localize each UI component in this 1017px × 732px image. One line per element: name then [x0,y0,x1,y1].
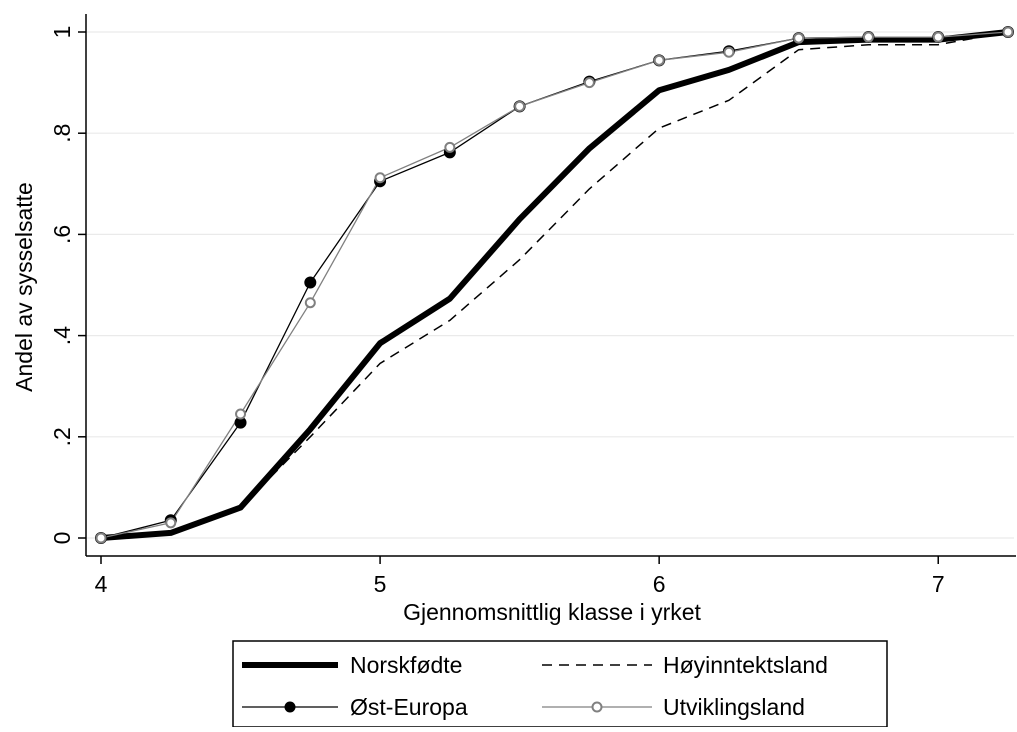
series-line-3 [100,31,1009,539]
axes [78,14,1016,564]
x-tick-label: 7 [932,571,945,597]
y-tick-label: .6 [49,225,75,244]
y-tick-label: 1 [49,26,75,39]
legend-marker-2 [284,701,296,713]
series-lines [100,29,1009,541]
data-point-3 [653,54,665,66]
data-point-3 [304,297,316,309]
series-line-1 [100,31,1009,539]
data-point-3 [444,141,456,153]
series-line-0 [100,29,1009,541]
series-line-2 [100,31,1009,539]
x-tick-label: 6 [653,571,666,597]
y-axis-title: Andel av sysselsatte [11,182,37,392]
legend-label-1: Høyinntektsland [663,652,828,678]
legend-label-0: Norskfødte [350,652,462,678]
legend-box [232,640,888,728]
series-markers [95,26,1014,544]
data-point-3 [793,32,805,44]
data-point-3 [514,100,526,112]
data-point-3 [235,408,247,420]
y-tick-label: .4 [49,326,75,345]
legend: Norskfødte Høyinntektsland Øst-Europa Utvik… [232,640,888,728]
data-point-3 [932,31,944,43]
gridlines [86,31,1014,539]
data-point-3 [95,532,107,544]
data-point-3 [165,517,177,529]
tick-labels: 0 .2 .4 .6 .8 1 4 5 6 7 [49,26,945,597]
y-tick-label: .2 [49,427,75,446]
y-tick-label: 0 [49,532,75,545]
legend-label-3: Utviklingsland [663,694,805,720]
data-point-3 [374,172,386,184]
y-tick-label: .8 [49,124,75,143]
x-tick-label: 5 [374,571,387,597]
legend-marker-3 [591,701,603,713]
data-point-3 [1002,26,1014,38]
data-point-3 [723,46,735,58]
data-point-3 [583,77,595,89]
legend-label-2: Øst-Europa [350,694,468,720]
x-tick-label: 4 [95,571,108,597]
x-axis-title: Gjennomsnittlig klasse i yrket [403,599,701,625]
data-point-2 [304,276,317,289]
data-point-3 [862,31,874,43]
